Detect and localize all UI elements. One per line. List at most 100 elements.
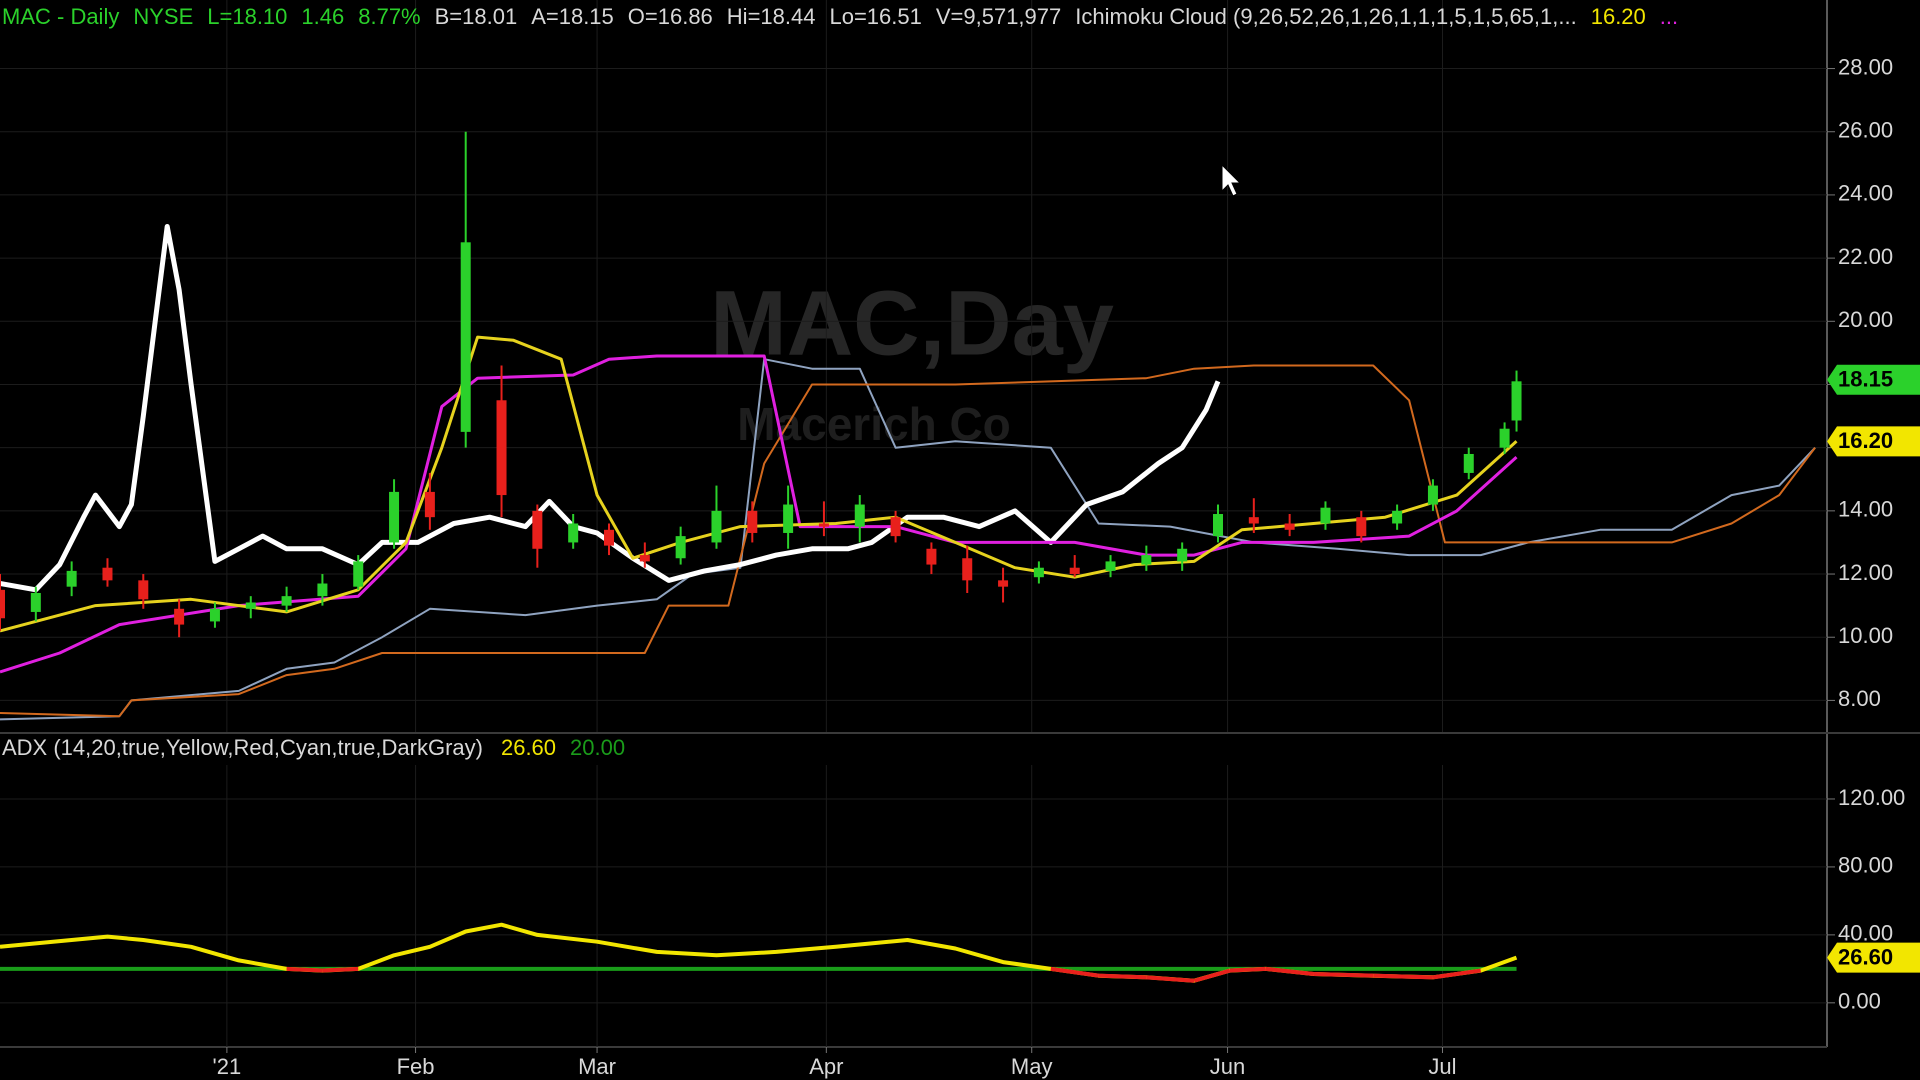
y-tick-label: 80.00 [1838, 853, 1893, 878]
candle-body [1141, 555, 1152, 565]
price-marker [1827, 426, 1920, 457]
candle-body [424, 491, 435, 518]
candle-body [1511, 381, 1522, 421]
x-tick-label: Jul [1428, 1054, 1456, 1079]
candle-body [926, 548, 937, 565]
header-item: Lo=16.51 [829, 4, 921, 29]
candle-body [1356, 517, 1367, 537]
candle-body [854, 504, 865, 527]
indicator-line [0, 354, 1518, 674]
header-item: B=18.01 [435, 4, 518, 29]
candle-body [66, 570, 77, 587]
candle-body [962, 558, 973, 581]
x-tick-label: May [1011, 1054, 1053, 1079]
adx-below-segment [1098, 973, 1147, 980]
candle-body [1069, 567, 1080, 575]
candle-body [460, 242, 471, 432]
header: MAC - Daily NYSE L=18.10 1.46 8.77% B=18.01 A=… [2, 4, 1678, 29]
candle-body [1213, 514, 1223, 537]
candle-body [30, 592, 41, 612]
y-tick-label: 12.00 [1838, 560, 1893, 585]
indicator-line [0, 335, 1518, 633]
mouse-cursor [1221, 163, 1242, 197]
indicator-title: ADX (14,20,true,Yellow,Red,Cyan,true,Dar… [2, 735, 483, 760]
price-marker [1827, 942, 1920, 973]
header-item: L=18.10 [207, 4, 287, 29]
candle-body [496, 400, 507, 496]
candle-body [998, 580, 1009, 587]
candle-body [1105, 561, 1116, 571]
candle-body [389, 491, 400, 543]
header-item: 16.20 [1591, 4, 1646, 29]
adx-below-segment [286, 966, 323, 973]
header-item: Hi=18.44 [727, 4, 816, 29]
adx-below-segment [1050, 966, 1099, 978]
candle-body [568, 523, 579, 543]
header: 26.60 20.00 [501, 735, 625, 760]
adx-below-segment [1313, 971, 1374, 978]
indicator-line [0, 224, 1221, 593]
y-tick-label: 40.00 [1838, 921, 1893, 946]
candle-body [1320, 507, 1331, 524]
x-tick-label: '21 [213, 1054, 242, 1079]
x-tick-label: Feb [397, 1054, 435, 1079]
header-item: O=16.86 [628, 4, 713, 29]
candle-body [102, 567, 113, 581]
candle-body [1499, 428, 1510, 448]
candle-body [890, 517, 901, 537]
candle-body [353, 561, 364, 587]
y-tick-label: 14.00 [1838, 497, 1893, 522]
candle-body [1463, 453, 1474, 473]
adx-below-segment [1229, 966, 1266, 973]
y-tick-label: 28.00 [1838, 54, 1893, 79]
candle-body [1248, 517, 1259, 524]
candle-body [245, 602, 256, 609]
header-item: ... [1660, 4, 1678, 29]
candle-body [0, 589, 5, 619]
header-item: 26.60 [501, 735, 556, 760]
candle-body [639, 555, 650, 562]
x-tick-label: Apr [809, 1054, 843, 1079]
price-marker-label: 16.20 [1838, 428, 1893, 453]
candle-body [711, 510, 722, 543]
y-tick-label: 120.00 [1838, 785, 1905, 810]
candle-body [747, 510, 758, 533]
price-marker-label: 26.60 [1838, 944, 1893, 969]
header-item: 20.00 [570, 735, 625, 760]
indicator-line [0, 364, 1816, 718]
candle-body [138, 580, 149, 600]
y-tick-label: 22.00 [1838, 244, 1893, 269]
header-item: A=18.15 [531, 4, 614, 29]
header-item: Ichimoku Cloud (9,26,52,26,1,26,1,1,1,5,… [1075, 4, 1576, 29]
y-tick-label: 24.00 [1838, 181, 1893, 206]
header-item: 1.46 [301, 4, 344, 29]
candle-body [209, 608, 220, 622]
adx-below-segment [1146, 975, 1195, 983]
y-tick-label: 0.00 [1838, 989, 1881, 1014]
header-item: 8.77% [358, 4, 420, 29]
candle-body [675, 536, 686, 559]
candle-body [783, 504, 794, 533]
header-item: V=9,571,977 [936, 4, 1061, 29]
candle-body [1177, 548, 1188, 562]
y-tick-label: 10.00 [1838, 623, 1893, 648]
candle-body [604, 529, 614, 546]
adx-below-segment [1373, 973, 1433, 980]
adx-below-segment [322, 966, 359, 973]
price-marker-label: 18.15 [1838, 367, 1893, 392]
adx-below-segment [1193, 968, 1231, 983]
watermark: MAC,Day [710, 272, 1114, 374]
x-tick-label: Jun [1210, 1054, 1245, 1079]
candle-body [1392, 510, 1403, 524]
y-tick-label: 8.00 [1838, 686, 1881, 711]
candle-body [1427, 485, 1438, 505]
y-tick-label: 26.00 [1838, 118, 1893, 143]
adx-below-segment [1265, 966, 1314, 976]
candle-body [532, 510, 543, 549]
price-marker [1827, 364, 1920, 395]
y-tick-label: 20.00 [1838, 307, 1893, 332]
adx-below-segment [1432, 968, 1481, 980]
header-item: NYSE [133, 4, 193, 29]
